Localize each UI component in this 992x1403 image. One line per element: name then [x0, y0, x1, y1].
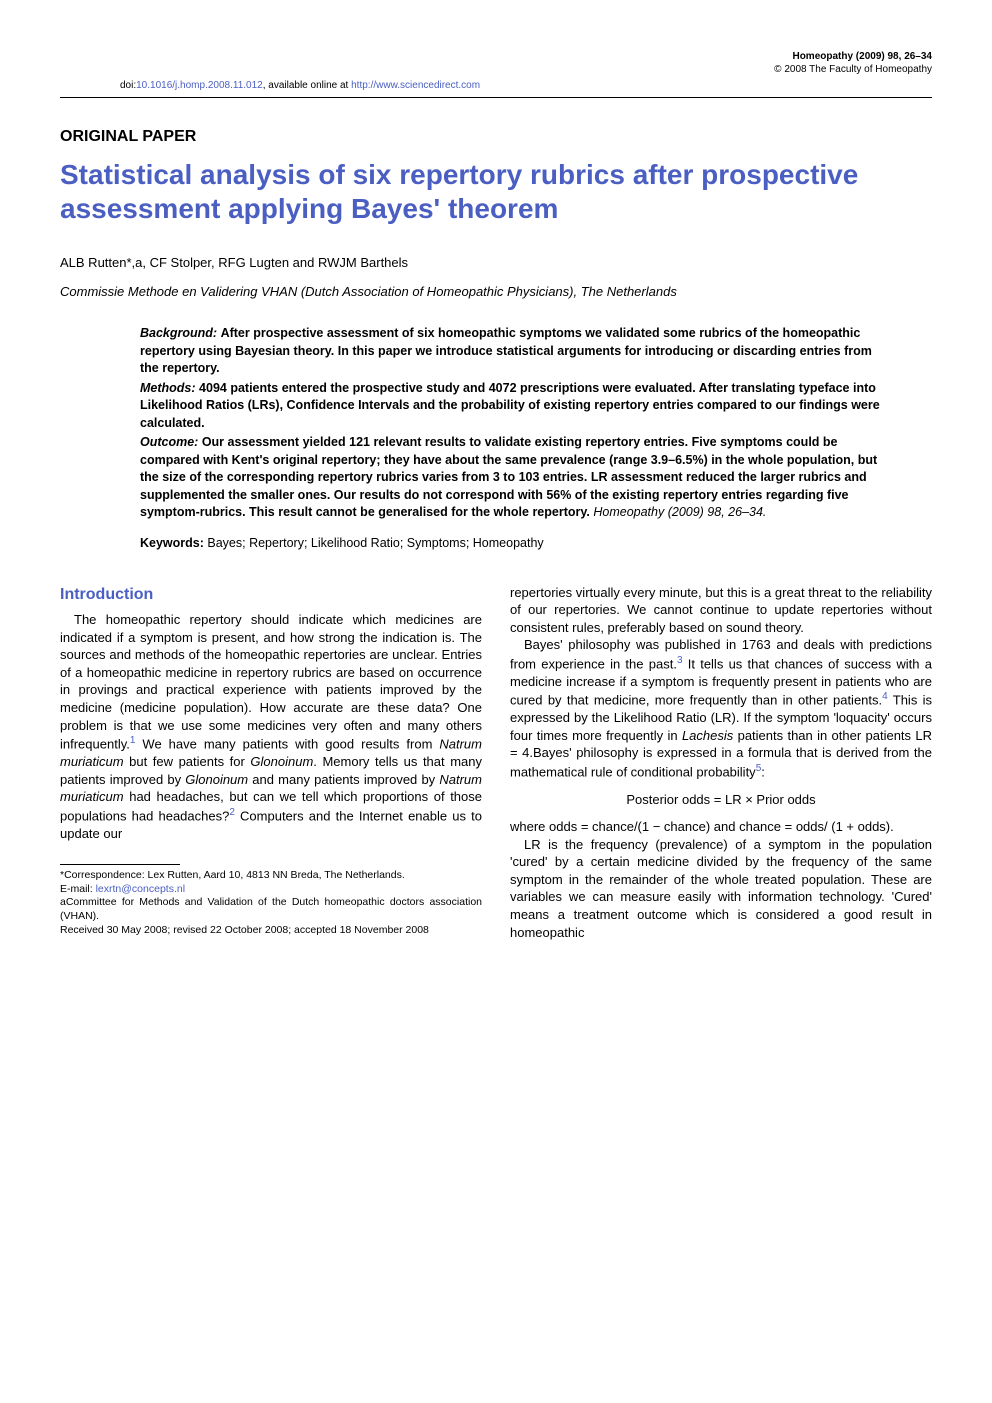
url-link[interactable]: http://www.sciencedirect.com	[351, 80, 480, 91]
intro-p1e: and many patients improved by	[248, 772, 439, 787]
copyright: © 2008 The Faculty of Homeopathy	[774, 64, 932, 75]
intro-p1b: We have many patients with good results …	[135, 736, 439, 751]
email-label: E-mail:	[60, 883, 96, 895]
paper-page: Homeopathy (2009) 98, 26–34 © 2008 The F…	[0, 0, 992, 991]
body-columns: Introduction The homeopathic repertory s…	[60, 584, 932, 941]
right-column: repertories virtually every minute, but …	[510, 584, 932, 941]
footnotes: *Correspondence: Lex Rutten, Aard 10, 48…	[60, 869, 482, 937]
header-rule	[60, 97, 932, 98]
outcome-text: Our assessment yielded 121 relevant resu…	[140, 435, 877, 519]
col2-p3: where odds = chance/(1 − chance) and cha…	[510, 818, 932, 836]
paper-type: ORIGINAL PAPER	[60, 128, 932, 146]
footnote-a: aCommittee for Methods and Validation of…	[60, 896, 482, 923]
doi-line: doi:10.1016/j.homp.2008.11.012, availabl…	[60, 80, 932, 91]
intro-p1c: but few patients for	[124, 754, 251, 769]
methods-label: Methods:	[140, 381, 196, 395]
background-text: After prospective assessment of six home…	[140, 326, 872, 375]
authors-line: ALB Rutten*,a, CF Stolper, RFG Lugten an…	[60, 255, 932, 270]
doi-link[interactable]: 10.1016/j.homp.2008.11.012	[136, 80, 263, 91]
received-dates: Received 30 May 2008; revised 22 October…	[60, 924, 482, 938]
journal-name: Homeopathy (2009) 98,	[792, 51, 901, 62]
email-link[interactable]: lexrtn@concepts.nl	[96, 883, 185, 895]
doi-prefix: doi:	[120, 80, 136, 91]
doi-suffix: , available online at	[263, 80, 351, 91]
affiliation: Commissie Methode en Validering VHAN (Du…	[60, 284, 932, 299]
left-column: Introduction The homeopathic repertory s…	[60, 584, 482, 941]
keywords-label: Keywords:	[140, 536, 204, 550]
col2-p2e: :	[761, 764, 765, 779]
methods-text: 4094 patients entered the prospective st…	[140, 381, 880, 430]
paper-title: Statistical analysis of six repertory ru…	[60, 158, 932, 225]
col2-p4: LR is the frequency (prevalence) of a sy…	[510, 836, 932, 941]
bayes-formula: Posterior odds = LR × Prior odds	[510, 791, 932, 809]
lachesis: Lachesis	[682, 728, 733, 743]
journal-header: Homeopathy (2009) 98, 26–34 © 2008 The F…	[60, 50, 932, 76]
keywords: Keywords: Bayes; Repertory; Likelihood R…	[140, 536, 892, 550]
glonoinum-2: Glonoinum	[185, 772, 248, 787]
glonoinum-1: Glonoinum	[250, 754, 313, 769]
abstract: Background: After prospective assessment…	[140, 325, 892, 522]
keywords-list: Bayes; Repertory; Likelihood Ratio; Symp…	[207, 536, 543, 550]
correspondence: *Correspondence: Lex Rutten, Aard 10, 48…	[60, 869, 482, 883]
col2-p1: repertories virtually every minute, but …	[510, 584, 932, 637]
intro-heading: Introduction	[60, 584, 482, 606]
background-label: Background:	[140, 326, 217, 340]
outcome-label: Outcome:	[140, 435, 198, 449]
journal-pages: 26–34	[904, 51, 932, 62]
abstract-citation: Homeopathy (2009) 98, 26–34.	[593, 505, 766, 519]
intro-p1a: The homeopathic repertory should indicat…	[60, 612, 482, 751]
footnote-rule	[60, 864, 180, 865]
